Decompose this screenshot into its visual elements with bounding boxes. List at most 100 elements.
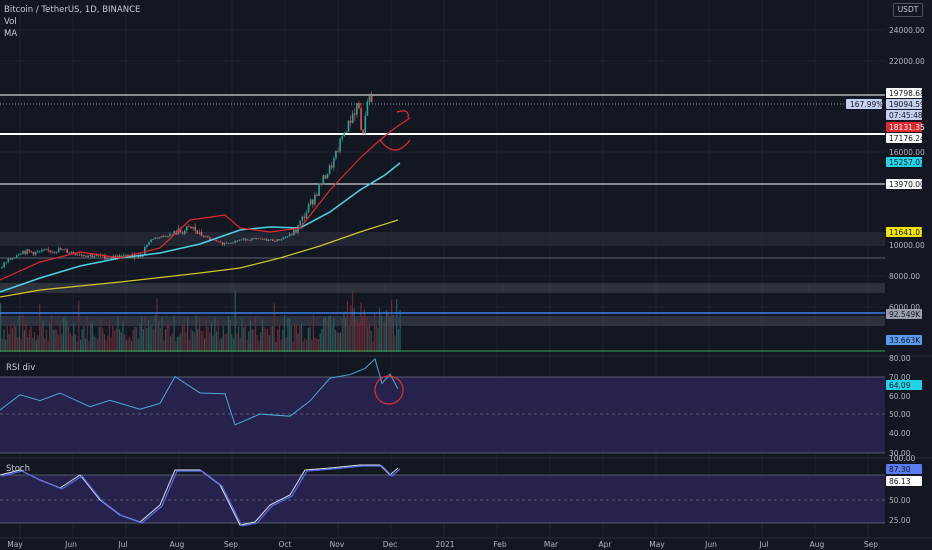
volume-bar bbox=[323, 317, 325, 352]
volume-bar bbox=[180, 333, 182, 352]
volume-bar bbox=[175, 341, 177, 352]
volume-bar bbox=[15, 326, 17, 352]
candle-body bbox=[123, 255, 125, 257]
candle-body bbox=[272, 239, 274, 241]
candle-body bbox=[267, 239, 270, 241]
volume-bar bbox=[341, 318, 343, 352]
stoch-axis-tick: 100.00 bbox=[889, 454, 915, 463]
price-axis-tick: 6000.00 bbox=[889, 303, 920, 312]
volume-bar bbox=[360, 302, 362, 352]
volume-bar bbox=[83, 325, 85, 352]
candle-body bbox=[87, 255, 89, 257]
price-badge: 07:45:48 bbox=[889, 111, 923, 120]
candle-body bbox=[370, 95, 373, 103]
volume-bar bbox=[37, 335, 39, 352]
volume-bar bbox=[353, 308, 355, 352]
rsi-line bbox=[0, 357, 399, 426]
volume-bar bbox=[210, 321, 212, 352]
volume-bar bbox=[23, 330, 25, 352]
candle-body bbox=[32, 252, 35, 255]
volume-bar bbox=[159, 327, 161, 352]
rsi-axis-tick: 80.00 bbox=[889, 354, 911, 363]
ma-indicator-label[interactable]: MA bbox=[4, 29, 18, 39]
candle-body bbox=[26, 249, 28, 254]
volume-bar bbox=[222, 325, 224, 352]
candle-body bbox=[7, 258, 10, 263]
volume-bar bbox=[362, 316, 364, 352]
time-axis-label: Oct bbox=[279, 540, 292, 549]
volume-bar bbox=[178, 335, 180, 352]
candle-body bbox=[39, 251, 41, 253]
candle-body bbox=[356, 103, 358, 115]
volume-bar bbox=[258, 340, 260, 352]
volume-bar bbox=[299, 325, 301, 352]
candle-body bbox=[22, 250, 24, 254]
volume-bar bbox=[42, 320, 44, 352]
volume-bar bbox=[110, 337, 112, 352]
candle-body bbox=[167, 236, 169, 238]
candle-body bbox=[320, 183, 322, 185]
candle-body bbox=[228, 242, 230, 244]
volume-indicator-label[interactable]: Vol bbox=[4, 17, 17, 27]
volume-bar bbox=[277, 329, 279, 352]
volume-bar bbox=[328, 316, 330, 352]
time-axis-label: Aug bbox=[810, 540, 825, 549]
candle-body bbox=[288, 234, 291, 237]
volume-bar bbox=[331, 325, 333, 352]
volume-bar bbox=[119, 329, 121, 352]
volume-bar bbox=[102, 328, 104, 352]
time-axis-label: 2021 bbox=[435, 540, 454, 549]
candle-body bbox=[70, 252, 73, 253]
candle-body bbox=[299, 220, 301, 226]
candle-body bbox=[330, 165, 333, 168]
volume-bar bbox=[30, 326, 32, 352]
candle-body bbox=[30, 251, 33, 253]
candle-body bbox=[291, 234, 293, 236]
price-axis-tick: 8000.00 bbox=[889, 272, 920, 281]
volume-bar bbox=[239, 338, 241, 352]
volume-bar bbox=[95, 337, 97, 352]
price-badge-bg bbox=[886, 122, 922, 132]
volume-bar bbox=[62, 317, 65, 352]
candle-body bbox=[368, 95, 371, 102]
volume-bar bbox=[176, 336, 178, 352]
candle-body bbox=[85, 256, 87, 257]
candle-body bbox=[276, 239, 278, 242]
rsi-axis-tick: 50.00 bbox=[889, 410, 911, 419]
time-axis-label: May bbox=[649, 540, 665, 549]
volume-bar bbox=[215, 331, 218, 352]
candle-body bbox=[328, 165, 331, 174]
volume-bar bbox=[6, 325, 8, 352]
currency-button[interactable]: USDT bbox=[893, 3, 923, 17]
volume-bar bbox=[372, 341, 374, 352]
candle-body bbox=[270, 239, 272, 241]
volume-bar bbox=[129, 336, 131, 352]
volume-bar bbox=[17, 337, 19, 352]
annotation-circle bbox=[374, 375, 404, 405]
candle-body bbox=[125, 254, 127, 256]
candle-body bbox=[261, 238, 264, 240]
volume-bar bbox=[73, 322, 75, 352]
candle-body bbox=[5, 262, 7, 264]
volume-bar bbox=[212, 335, 214, 352]
candle-body bbox=[177, 228, 180, 235]
volume-bar bbox=[185, 332, 187, 352]
volume-bar bbox=[365, 316, 367, 352]
volume-bar bbox=[387, 312, 389, 352]
volume-bar bbox=[105, 340, 107, 352]
volume-bar bbox=[195, 315, 197, 352]
candle-body bbox=[3, 262, 5, 268]
ma-fast-line bbox=[0, 117, 411, 281]
volume-bar bbox=[200, 330, 202, 352]
volume-bar bbox=[88, 341, 90, 352]
volume-bar bbox=[130, 341, 133, 352]
volume-bar bbox=[35, 339, 37, 352]
candle-body bbox=[144, 247, 146, 255]
time-axis-label: Mar bbox=[544, 540, 559, 549]
volume-bar bbox=[187, 316, 189, 352]
volume-bar bbox=[173, 315, 175, 352]
candle-body bbox=[255, 238, 257, 240]
candle-body bbox=[362, 129, 364, 134]
